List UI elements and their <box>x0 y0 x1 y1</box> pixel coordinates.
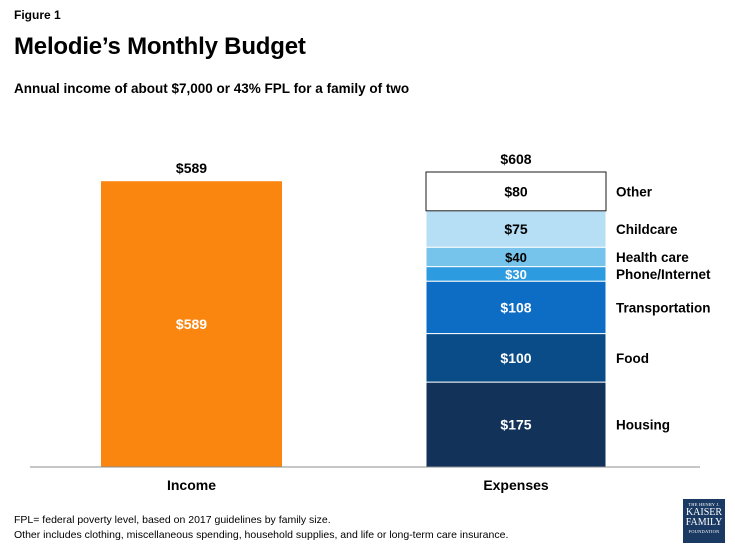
category-label-income: Income <box>167 477 216 493</box>
footnote-fpl: FPL= federal poverty level, based on 201… <box>14 514 331 526</box>
footnotes: FPL= federal poverty level, based on 201… <box>14 513 508 543</box>
bar-income <box>101 181 282 467</box>
logo-line-3: FAMILY <box>685 517 723 528</box>
logo-line-4: FOUNDATION <box>688 529 720 534</box>
segment-label-transportation: Transportation <box>616 300 711 315</box>
data-label-housing: $175 <box>500 417 531 433</box>
segment-label-food: Food <box>616 351 649 366</box>
segment-label-housing: Housing <box>616 418 670 433</box>
total-label-expenses: $608 <box>500 151 531 167</box>
figure-label: Figure 1 <box>14 8 61 22</box>
labels-layer: $589 $175 Housing $100 Food $108 Transportatio… <box>167 151 711 493</box>
segment-label-childcare: Childcare <box>616 222 678 237</box>
data-label-transportation: $108 <box>500 299 531 315</box>
footnote-other: Other includes clothing, miscellaneous s… <box>14 529 509 541</box>
category-label-expenses: Expenses <box>483 477 549 493</box>
bar-other <box>425 171 607 212</box>
data-label-childcare: $75 <box>504 221 528 237</box>
kff-logo: THE HENRY J. KAISER FAMILY FOUNDATION <box>683 499 725 543</box>
segment-label-health-care: Health care <box>616 250 689 265</box>
segment-label-phone-internet: Phone/Internet <box>616 267 711 282</box>
bars-layer <box>101 171 607 468</box>
chart-subtitle: Annual income of about $7,000 or 43% FPL… <box>14 81 410 96</box>
logo-line-1: THE HENRY J. <box>688 502 720 507</box>
chart-title: Melodie’s Monthly Budget <box>14 33 306 60</box>
data-label-phone-internet: $30 <box>505 267 527 282</box>
bar-childcare <box>425 210 607 248</box>
segment-label-other: Other <box>616 184 653 199</box>
total-label-income: $589 <box>176 160 207 176</box>
data-label-income: $589 <box>176 316 207 332</box>
data-label-health-care: $40 <box>505 250 527 265</box>
data-label-food: $100 <box>500 350 531 366</box>
data-label-other: $80 <box>504 183 528 199</box>
logo-line-2: KAISER <box>685 507 723 518</box>
